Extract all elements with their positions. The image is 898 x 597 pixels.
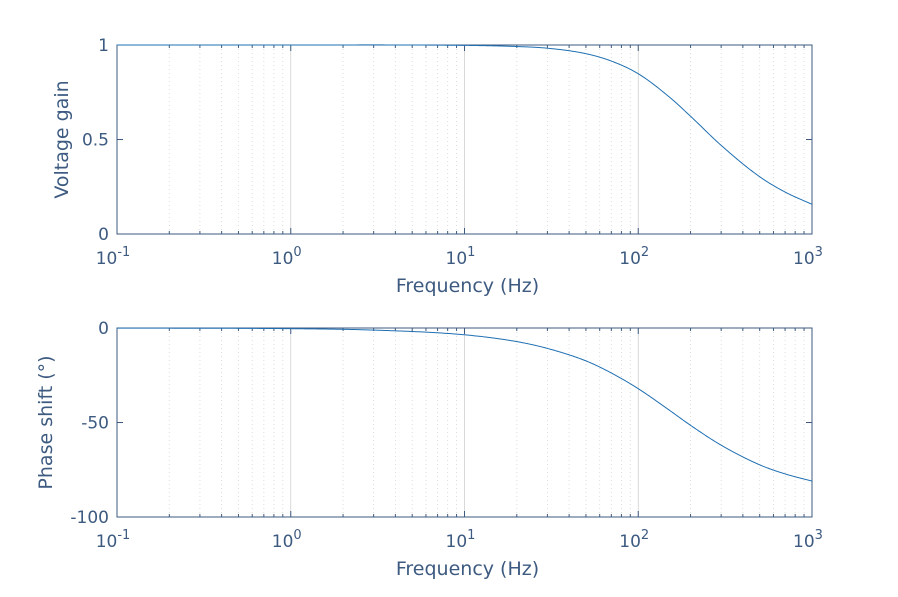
x-axis-label: Frequency (Hz) — [396, 558, 539, 580]
x-tick-label: 103 — [793, 245, 823, 269]
y-axis-label: Voltage gain — [51, 80, 73, 198]
y-tick-label: -100 — [70, 508, 109, 528]
plot-frame — [116, 327, 813, 518]
x-tick-label: 102 — [619, 528, 649, 552]
x-tick-label: 10-1 — [96, 528, 131, 552]
y-tick-label: 0 — [98, 225, 109, 245]
panel-1: 10-1 100 101 102 103 0 0.5 1 Frequency (Hz) Volta… — [51, 36, 823, 297]
y-axis-label: Phase shift (°) — [35, 355, 57, 489]
x-tick-label: 101 — [446, 528, 476, 552]
x-tick-label: 102 — [619, 245, 649, 269]
y-tick-label: 1 — [98, 36, 109, 56]
y-tick-label: -50 — [81, 414, 109, 434]
x-tick-label: 100 — [272, 528, 302, 552]
series-curve-1 — [116, 327, 813, 482]
panel-2: 10-1 100 101 102 103 -100 -50 0 Frequency (Hz) Ph… — [35, 319, 823, 580]
x-tick-label: 100 — [272, 245, 302, 269]
y-tick-label: 0.5 — [82, 131, 109, 151]
x-tick-label: 103 — [793, 528, 823, 552]
series-curve-1 — [117, 44, 813, 205]
x-tick-label: 101 — [446, 245, 476, 269]
y-tick-label: 0 — [98, 319, 109, 339]
x-tick-label: 10-1 — [96, 245, 131, 269]
x-axis-label: Frequency (Hz) — [396, 275, 539, 297]
